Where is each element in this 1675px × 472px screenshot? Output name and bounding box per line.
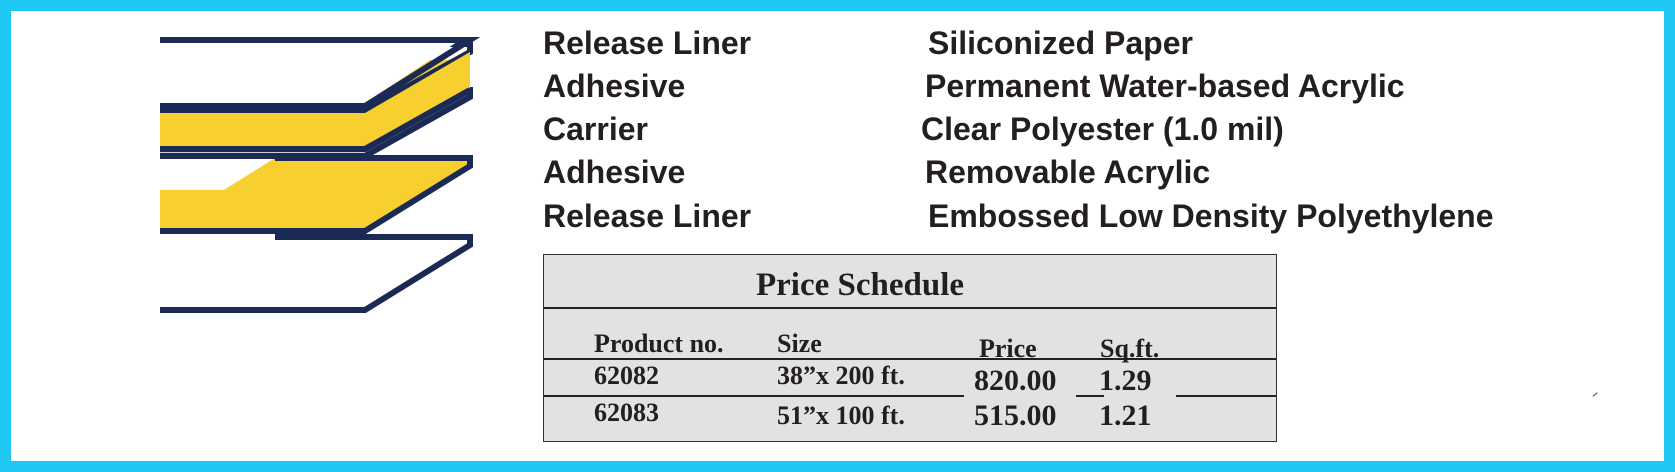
layer-bottom-liner — [160, 230, 470, 305]
header-product-no: Product no. — [594, 329, 724, 358]
layer-name: Adhesive — [543, 154, 686, 190]
layer-stack-diagram — [160, 37, 480, 313]
cell-price: 820.00 — [974, 364, 1057, 397]
price-schedule-table: Price Schedule Product no. Size Price Sq… — [543, 254, 1277, 442]
cell-sqft: 1.21 — [1099, 399, 1152, 432]
header-sqft: Sq.ft. — [1100, 334, 1160, 363]
cell-sqft: 1.29 — [1099, 364, 1152, 397]
layer-material: Embossed Low Density Polyethylene — [928, 198, 1494, 234]
header-size: Size — [777, 329, 822, 358]
layer-bottom-liner-edge — [160, 234, 473, 313]
layer-material: Clear Polyester (1.0 mil) — [921, 111, 1284, 147]
layer-material: Permanent Water-based Acrylic — [925, 68, 1405, 104]
layer-material: Removable Acrylic — [925, 154, 1211, 190]
header-price: Price — [979, 334, 1037, 363]
layer-name: Adhesive — [543, 68, 686, 104]
layer-top-liner — [160, 40, 460, 103]
cell-size: 51”x 100 ft. — [777, 401, 905, 430]
cell-product-no: 62082 — [594, 361, 659, 390]
cell-size: 38”x 200 ft. — [777, 361, 905, 390]
table-title: Price Schedule — [756, 267, 965, 303]
cell-product-no: 62083 — [594, 398, 659, 427]
layer-name: Release Liner — [543, 198, 752, 234]
layer-name: Release Liner — [543, 25, 752, 61]
cell-price: 515.00 — [974, 399, 1057, 432]
layer-material: Siliconized Paper — [928, 25, 1193, 61]
layer-name: Carrier — [543, 111, 648, 147]
